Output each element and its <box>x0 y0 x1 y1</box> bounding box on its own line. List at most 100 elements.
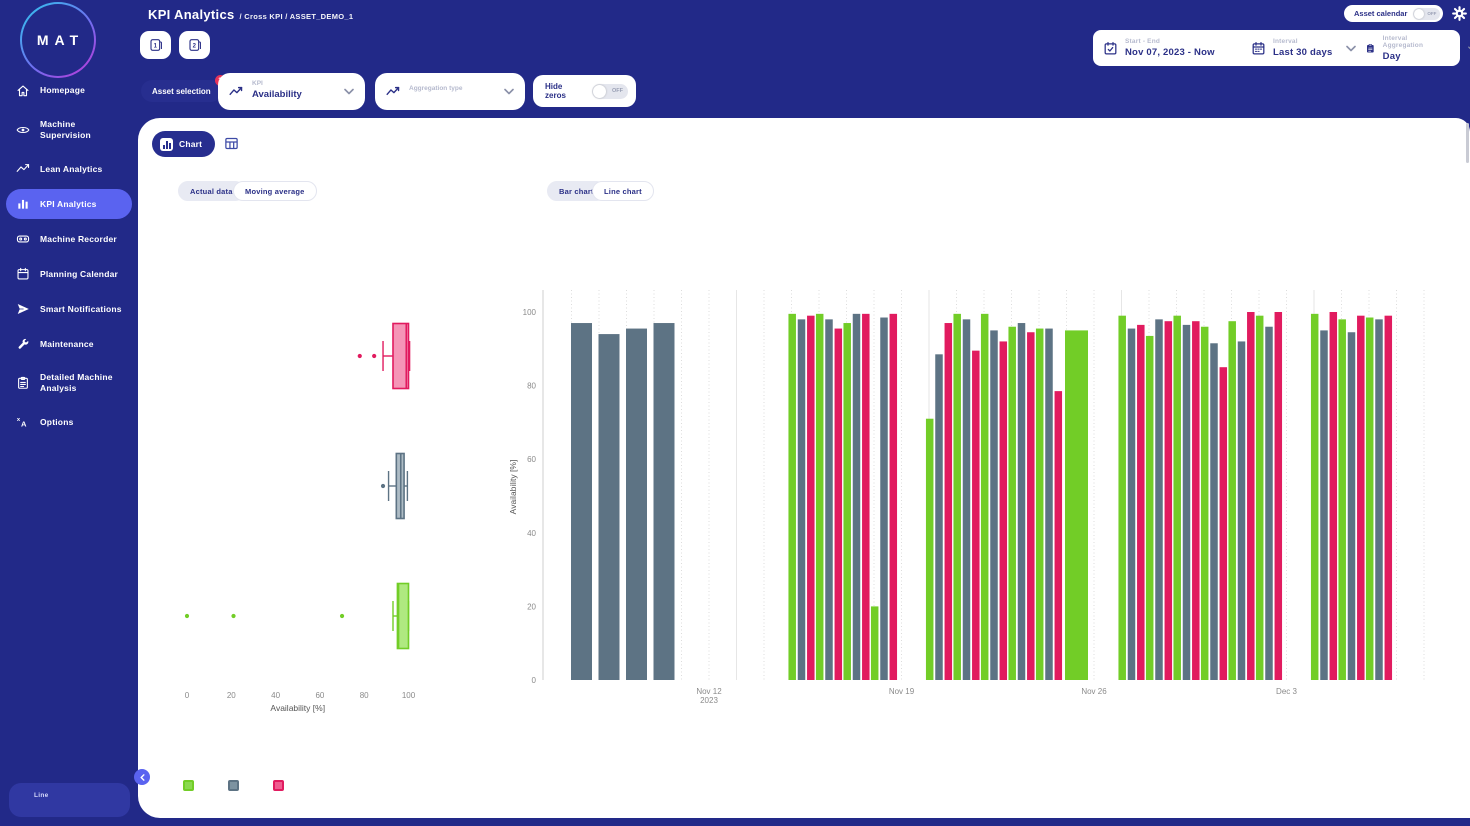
asset-calendar-toggle[interactable]: OFF <box>1413 7 1441 20</box>
svg-text:20: 20 <box>227 691 236 700</box>
asset-book-1-button[interactable]: 1 <box>140 31 171 59</box>
svg-text:80: 80 <box>360 691 369 700</box>
sidebar-item-planning-calendar[interactable]: Planning Calendar <box>6 259 132 289</box>
tab-chart-label: Chart <box>179 139 203 149</box>
svg-text:60: 60 <box>527 455 536 464</box>
eye-icon <box>16 123 30 137</box>
line-panel[interactable]: Line <box>9 783 130 817</box>
svg-text:40: 40 <box>271 691 280 700</box>
sidebar-item-label: Homepage <box>40 85 86 96</box>
aggregation-type-label: Aggregation type <box>409 85 463 92</box>
aggregation-type-select[interactable]: Aggregation type <box>375 73 525 110</box>
interval-control[interactable]: Interval Last 30 days <box>1251 30 1357 66</box>
calendar-icon <box>16 267 30 281</box>
trend-icon <box>229 85 243 99</box>
interval-aggregation-label: Interval Aggregation <box>1382 34 1424 49</box>
trend-icon <box>386 85 400 99</box>
page-title: KPI Analytics <box>148 7 235 22</box>
tab-chart[interactable]: Chart <box>152 131 216 157</box>
toggle-knob <box>1414 8 1425 19</box>
interval-aggregation-control[interactable]: Interval Aggregation Day <box>1365 30 1470 66</box>
start-end-label: Start - End <box>1125 38 1161 45</box>
svg-text:20: 20 <box>527 602 536 611</box>
sidebar-item-machine-supervision[interactable]: Machine Supervision <box>6 111 132 149</box>
legend-item-gray-series[interactable] <box>228 780 239 791</box>
date-controls-panel: Start - End Nov 07, 2023 - Now Interval … <box>1093 30 1470 66</box>
asset-book-buttons: 1 2 <box>140 31 210 59</box>
kpi-label: KPI <box>252 80 263 87</box>
trend-icon <box>16 162 30 176</box>
svg-text:40: 40 <box>527 529 536 538</box>
asset-calendar-toggle-pill[interactable]: Asset calendar OFF <box>1344 5 1444 22</box>
interval-label: Interval <box>1273 38 1298 45</box>
sidebar-item-label: Detailed Machine Analysis <box>40 372 113 394</box>
sidebar-item-machine-recorder[interactable]: Machine Recorder <box>6 224 132 254</box>
sidebar-item-options[interactable]: x A Options <box>6 407 132 437</box>
toggle-knob <box>593 84 607 98</box>
sidebar: MAT Homepage Machine Supervision Lean Anal… <box>0 0 138 826</box>
svg-text:0: 0 <box>185 691 190 700</box>
line-chart-button[interactable]: Line chart <box>592 181 654 201</box>
line-panel-label: Line <box>34 792 49 799</box>
kpi-select[interactable]: KPI Availability <box>218 73 365 110</box>
interval-value: Last 30 days <box>1273 47 1333 58</box>
sidebar-item-smart-notifications[interactable]: Smart Notifications <box>6 294 132 324</box>
wrench-icon <box>16 337 30 351</box>
svg-text:100: 100 <box>402 691 416 700</box>
vertical-scrollbar[interactable] <box>1466 123 1469 163</box>
sidebar-item-label: Maintenance <box>40 338 94 349</box>
asset-book-2-button[interactable]: 2 <box>179 31 210 59</box>
book-2-number: 2 <box>192 43 196 49</box>
hide-zeros-toggle[interactable]: OFF <box>592 83 628 99</box>
box-plot: 0 20 40 60 80 100 Availability [%] <box>185 322 416 713</box>
svg-text:100: 100 <box>523 308 537 317</box>
sidebar-item-detailed-machine-analysis[interactable]: Detailed Machine Analysis <box>6 364 132 402</box>
calendar-check-icon <box>1104 41 1117 54</box>
svg-text:Nov 12: Nov 12 <box>696 687 722 696</box>
svg-text:80: 80 <box>527 382 536 391</box>
legend-item-green-series[interactable] <box>183 780 194 791</box>
sidebar-item-homepage[interactable]: Homepage <box>6 76 132 106</box>
sidebar-item-maintenance[interactable]: Maintenance <box>6 329 132 359</box>
chevron-down-icon <box>344 88 354 95</box>
svg-text:x: x <box>17 417 21 423</box>
calendar-icon <box>1252 41 1265 54</box>
breadcrumb: KPI Analytics / Cross KPI / ASSET_DEMO_1 <box>148 7 353 22</box>
svg-text:2023: 2023 <box>700 696 718 705</box>
asset-selection-label: Asset selection <box>152 86 211 96</box>
sidebar-item-label: Lean Analytics <box>40 163 103 174</box>
sidebar-item-label: Machine Supervision <box>40 119 91 141</box>
bar-chart-icon <box>160 137 173 151</box>
moving-average-button[interactable]: Moving average <box>233 181 317 201</box>
start-end-control[interactable]: Start - End Nov 07, 2023 - Now <box>1103 30 1215 66</box>
sidebar-item-kpi-analytics[interactable]: KPI Analytics <box>6 189 132 220</box>
table-view-button[interactable] <box>224 136 239 151</box>
mat-logo-text: MAT <box>22 4 94 76</box>
legend-item-pink-series[interactable] <box>273 780 284 791</box>
home-icon <box>16 84 30 98</box>
toggle-state: OFF <box>1427 11 1437 16</box>
start-end-value: Nov 07, 2023 - Now <box>1125 47 1215 58</box>
hide-zeros-control[interactable]: Hide zeros OFF <box>533 75 636 107</box>
chevron-down-icon <box>504 88 514 95</box>
asset-selection-button[interactable]: Asset selection 3 <box>141 75 226 102</box>
settings-gear-icon[interactable] <box>1451 5 1468 22</box>
svg-text:Availability [%]: Availability [%] <box>270 703 325 713</box>
sidebar-item-label: Options <box>40 416 74 427</box>
table-icon <box>225 137 238 150</box>
chevron-left-icon <box>139 773 146 781</box>
sidebar-collapse-button[interactable] <box>134 769 150 785</box>
svg-text:Nov 26: Nov 26 <box>1081 687 1107 696</box>
recorder-icon <box>16 232 30 246</box>
sidebar-item-lean-analytics[interactable]: Lean Analytics <box>6 154 132 184</box>
clipboard-icon <box>1367 43 1374 53</box>
svg-text:A: A <box>21 420 27 429</box>
breadcrumb-path: / Cross KPI / ASSET_DEMO_1 <box>239 12 354 21</box>
mat-logo: MAT <box>20 2 96 78</box>
svg-text:Dec 3: Dec 3 <box>1276 687 1297 696</box>
sidebar-item-label: Planning Calendar <box>40 268 119 279</box>
svg-text:Availability [%]: Availability [%] <box>508 460 518 515</box>
svg-text:Nov 19: Nov 19 <box>889 687 915 696</box>
